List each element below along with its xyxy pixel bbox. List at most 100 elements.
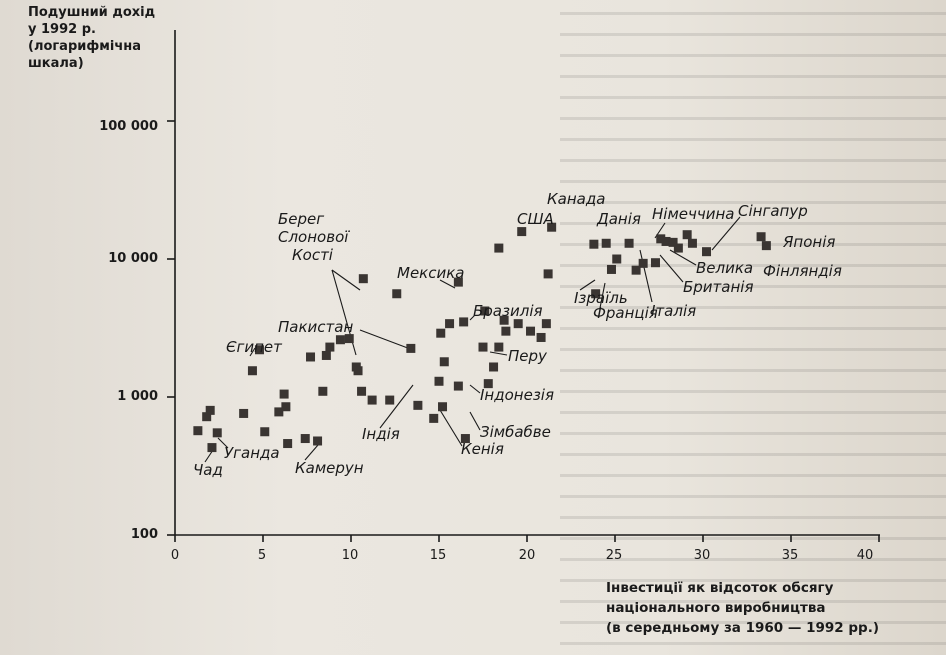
label-pakistan: Пакистан: [278, 318, 354, 336]
data-point: [453, 277, 463, 287]
data-point: [281, 402, 291, 412]
x-tick-label-35: 35: [781, 548, 799, 563]
label-indonesia: Індонезія: [480, 386, 554, 404]
data-point: [335, 335, 345, 345]
y-tick-label-1000: 1 000: [117, 389, 158, 404]
y-axis-title-line-2: у 1992 р.: [28, 22, 96, 37]
data-point: [668, 237, 678, 247]
x-tick-label-10: 10: [341, 548, 359, 563]
data-point: [756, 232, 766, 242]
data-point: [638, 258, 648, 268]
data-point: [413, 400, 423, 410]
data-point: [601, 238, 611, 248]
data-point: [494, 243, 504, 253]
label-zimbabwe: Зімбабве: [480, 423, 551, 441]
leader-uganda: [217, 437, 229, 449]
data-point: [483, 379, 493, 389]
data-point: [392, 289, 402, 299]
label-canada: Канада: [547, 190, 606, 208]
leader-israel: [579, 279, 596, 291]
leader-india: [379, 384, 414, 429]
leader-cameroon: [304, 444, 319, 461]
leader-ivory-coast: [331, 269, 361, 291]
data-point: [260, 427, 270, 437]
data-point: [283, 439, 293, 449]
label-uganda: Уганда: [224, 444, 280, 462]
data-point: [478, 342, 488, 352]
leader-kenya: [439, 409, 463, 447]
label-kenya: Кенія: [461, 440, 504, 458]
leader-france: [599, 282, 606, 309]
x-axis-title-line-2: національного виробництва: [606, 600, 826, 616]
leader-mexico: [439, 279, 456, 289]
data-point: [489, 362, 499, 372]
data-point: [274, 407, 284, 417]
data-points: [193, 222, 771, 453]
label-usa: США: [517, 210, 554, 228]
data-point: [517, 227, 527, 237]
label-singapore: Сінгапур: [738, 202, 808, 220]
data-point: [650, 258, 660, 268]
data-point: [761, 241, 771, 251]
label-germany: Німеччина: [652, 205, 735, 223]
leader-italy: [639, 249, 653, 303]
label-ivory-coast-line-3: Кості: [292, 246, 333, 264]
y-axis-title-line-1: Подушний дохід: [28, 5, 156, 20]
data-point: [499, 315, 509, 325]
data-point: [513, 319, 523, 329]
data-point: [591, 289, 601, 299]
data-point: [406, 343, 416, 353]
x-tick-label-15: 15: [429, 548, 447, 563]
data-point: [429, 413, 439, 423]
leader-brazil: [469, 314, 476, 321]
leader-zimbabwe: [469, 411, 481, 431]
data-point: [239, 408, 249, 418]
label-britain: Британія: [683, 278, 754, 296]
background-page-text: [560, 0, 946, 655]
data-point: [357, 386, 367, 396]
y-tick-label-100000: 100 000: [99, 119, 158, 134]
data-point: [318, 386, 328, 396]
leader-peru: [489, 351, 508, 356]
label-chad: Чад: [193, 461, 223, 479]
data-point: [460, 434, 470, 444]
data-point: [445, 319, 455, 329]
data-point: [313, 436, 323, 446]
label-france: Франція: [593, 304, 658, 322]
data-point: [193, 426, 203, 436]
label-peru: Перу: [508, 347, 547, 365]
data-point: [434, 376, 444, 386]
data-point: [687, 238, 697, 248]
data-point: [547, 222, 557, 232]
y-tick-label-100: 100: [130, 527, 158, 542]
data-point: [438, 402, 448, 412]
data-point: [606, 264, 616, 274]
x-axis-title-line-3: (в середньому за 1960 — 1992 рр.): [606, 620, 879, 636]
data-point: [589, 239, 599, 249]
leader-indonesia: [469, 384, 481, 394]
data-point: [344, 334, 354, 344]
y-axis-title-line-3: (логарифмічна: [28, 39, 142, 54]
data-point: [612, 254, 622, 264]
label-brazil: Бразилія: [473, 302, 543, 320]
x-tick-label-25: 25: [605, 548, 623, 563]
data-point: [526, 326, 536, 336]
x-tick-label-0: 0: [170, 548, 180, 563]
label-japan: Японія: [783, 233, 836, 251]
label-india: Індія: [362, 425, 400, 443]
data-point: [212, 428, 222, 438]
data-point: [436, 328, 446, 338]
data-point: [207, 443, 217, 453]
leader-egypt: [249, 347, 256, 357]
x-tick-label-5: 5: [257, 548, 267, 563]
data-point: [325, 342, 335, 352]
data-point: [661, 236, 671, 246]
data-point: [279, 389, 289, 399]
data-point: [682, 230, 692, 240]
data-point: [202, 412, 212, 422]
data-point: [536, 332, 546, 342]
label-finland: Фінляндія: [763, 262, 842, 280]
label-mexico: Мексика: [397, 264, 465, 282]
label-great: Велика: [696, 259, 754, 277]
